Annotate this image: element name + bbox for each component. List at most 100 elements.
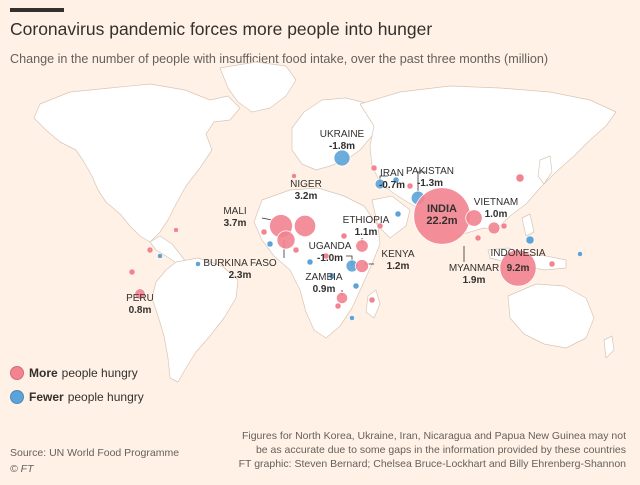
minor-marker (474, 234, 482, 242)
page-subtitle: Change in the number of people with insu… (10, 52, 549, 66)
minor-marker (266, 240, 274, 248)
minor-marker (370, 164, 378, 172)
notes-line-3: FT graphic: Steven Bernard; Chelsea Bruc… (238, 458, 626, 470)
notes-block: Figures for North Korea, Ukraine, Iran, … (239, 429, 626, 471)
minor-marker (376, 222, 384, 230)
label-niger: NIGER (290, 179, 322, 190)
land-australia (507, 283, 595, 349)
minor-marker (349, 315, 355, 321)
minor-marker (392, 176, 400, 184)
legend-more-bold: More (29, 366, 58, 380)
copyright-text: © FT (10, 463, 34, 475)
bubble-niger (293, 214, 317, 238)
minor-marker (291, 173, 297, 179)
value-ukraine: -1.8m (329, 141, 355, 152)
bubble-kenya (355, 259, 369, 273)
minor-marker (340, 232, 348, 240)
legend-more-text: people hungry (61, 366, 138, 380)
bubble-burkina-faso (276, 230, 296, 250)
legend-fewer: Fewer people hungry (10, 390, 144, 404)
page-title: Coronavirus pandemic forces more people … (10, 19, 433, 39)
label-peru: PERU (126, 293, 154, 304)
minor-marker (260, 228, 268, 236)
bubble-vietnam (487, 221, 501, 235)
legend-fewer-bold: Fewer (29, 390, 64, 404)
bubble-myanmar (465, 209, 483, 227)
bubble-ukraine (333, 149, 351, 167)
minor-marker (292, 246, 300, 254)
value-pakistan: -1.3m (417, 178, 443, 189)
land-north-america (33, 83, 241, 243)
minor-marker (334, 302, 342, 310)
source-block: Source: UN World Food Programme © FT (10, 445, 179, 477)
land-masses (33, 61, 617, 383)
land-greenland (219, 61, 297, 113)
value-uganda: -1.0m (317, 253, 343, 264)
minor-marker (500, 222, 508, 230)
label-ukraine: UKRAINE (320, 129, 365, 140)
label-uganda: UGANDA (309, 241, 352, 252)
minor-marker (406, 182, 414, 190)
land-europe (291, 97, 379, 171)
leader-mali (261, 217, 273, 221)
value-iran: -0.7m (379, 180, 405, 191)
value-vietnam: 1.0m (485, 209, 508, 220)
bubble-peru (134, 288, 146, 300)
bubble-zambia (335, 291, 349, 305)
minor-marker (146, 246, 154, 254)
bubble-iran (374, 178, 386, 190)
minor-marker (515, 173, 525, 183)
value-ethiopia: 1.1m (355, 227, 378, 238)
land-new-zealand (603, 335, 615, 359)
label-kenya: KENYA (381, 249, 414, 260)
label-mali: MALI (223, 206, 246, 217)
value-mali: 3.7m (224, 218, 247, 229)
minor-marker (352, 282, 360, 290)
label-zambia: ZAMBIA (305, 272, 343, 283)
label-pakistan: PAKISTAN (406, 166, 454, 177)
country-labels: UKRAINE-1.8mIRAN-0.7mPAKISTAN-1.3mNIGER3… (126, 129, 546, 316)
label-ethiopia: ETHIOPIA (343, 215, 390, 226)
value-india: 22.2m (426, 215, 457, 227)
minor-marker (195, 261, 201, 267)
value-indonesia: 9.2m (507, 263, 530, 274)
minor-marker (157, 253, 163, 259)
minor-marker (128, 268, 136, 276)
brand-bar (10, 8, 64, 12)
value-burkina-faso: 2.3m (229, 270, 252, 281)
value-peru: 0.8m (129, 305, 152, 316)
land-philippines (521, 213, 535, 237)
minor-marker (577, 251, 583, 257)
bubble-indonesia (499, 249, 537, 287)
minor-marker (328, 272, 336, 280)
label-iran: IRAN (380, 168, 404, 179)
minor-marker (322, 252, 330, 260)
minor-country-markers (128, 164, 583, 321)
legend-fewer-text: people hungry (67, 390, 144, 404)
label-burkina-faso: BURKINA FASO (203, 258, 277, 269)
country-bubbles (134, 149, 537, 305)
value-niger: 3.2m (295, 191, 318, 202)
notes-line-1: Figures for North Korea, Ukraine, Iran, … (241, 430, 626, 442)
bubble-ethiopia (355, 239, 369, 253)
land-south-america (151, 257, 239, 383)
legend-more: More people hungry (10, 366, 138, 380)
land-central-america (149, 235, 187, 265)
legend-more-swatch (10, 366, 24, 380)
notes-line-2: be as accurate due to some gaps in the i… (255, 444, 626, 456)
minor-marker (368, 296, 376, 304)
minor-marker (306, 258, 314, 266)
minor-marker (525, 235, 535, 245)
minor-marker (173, 227, 179, 233)
minor-marker (548, 260, 556, 268)
leader-pakistan (417, 171, 426, 194)
minor-marker (394, 210, 402, 218)
legend-fewer-swatch (10, 390, 24, 404)
land-japan (537, 155, 553, 185)
label-india: INDIA (427, 203, 457, 215)
value-myanmar: 1.9m (463, 275, 486, 286)
land-madagascar (365, 289, 381, 319)
source-text: Source: UN World Food Programme (10, 447, 180, 459)
value-kenya: 1.2m (387, 261, 410, 272)
